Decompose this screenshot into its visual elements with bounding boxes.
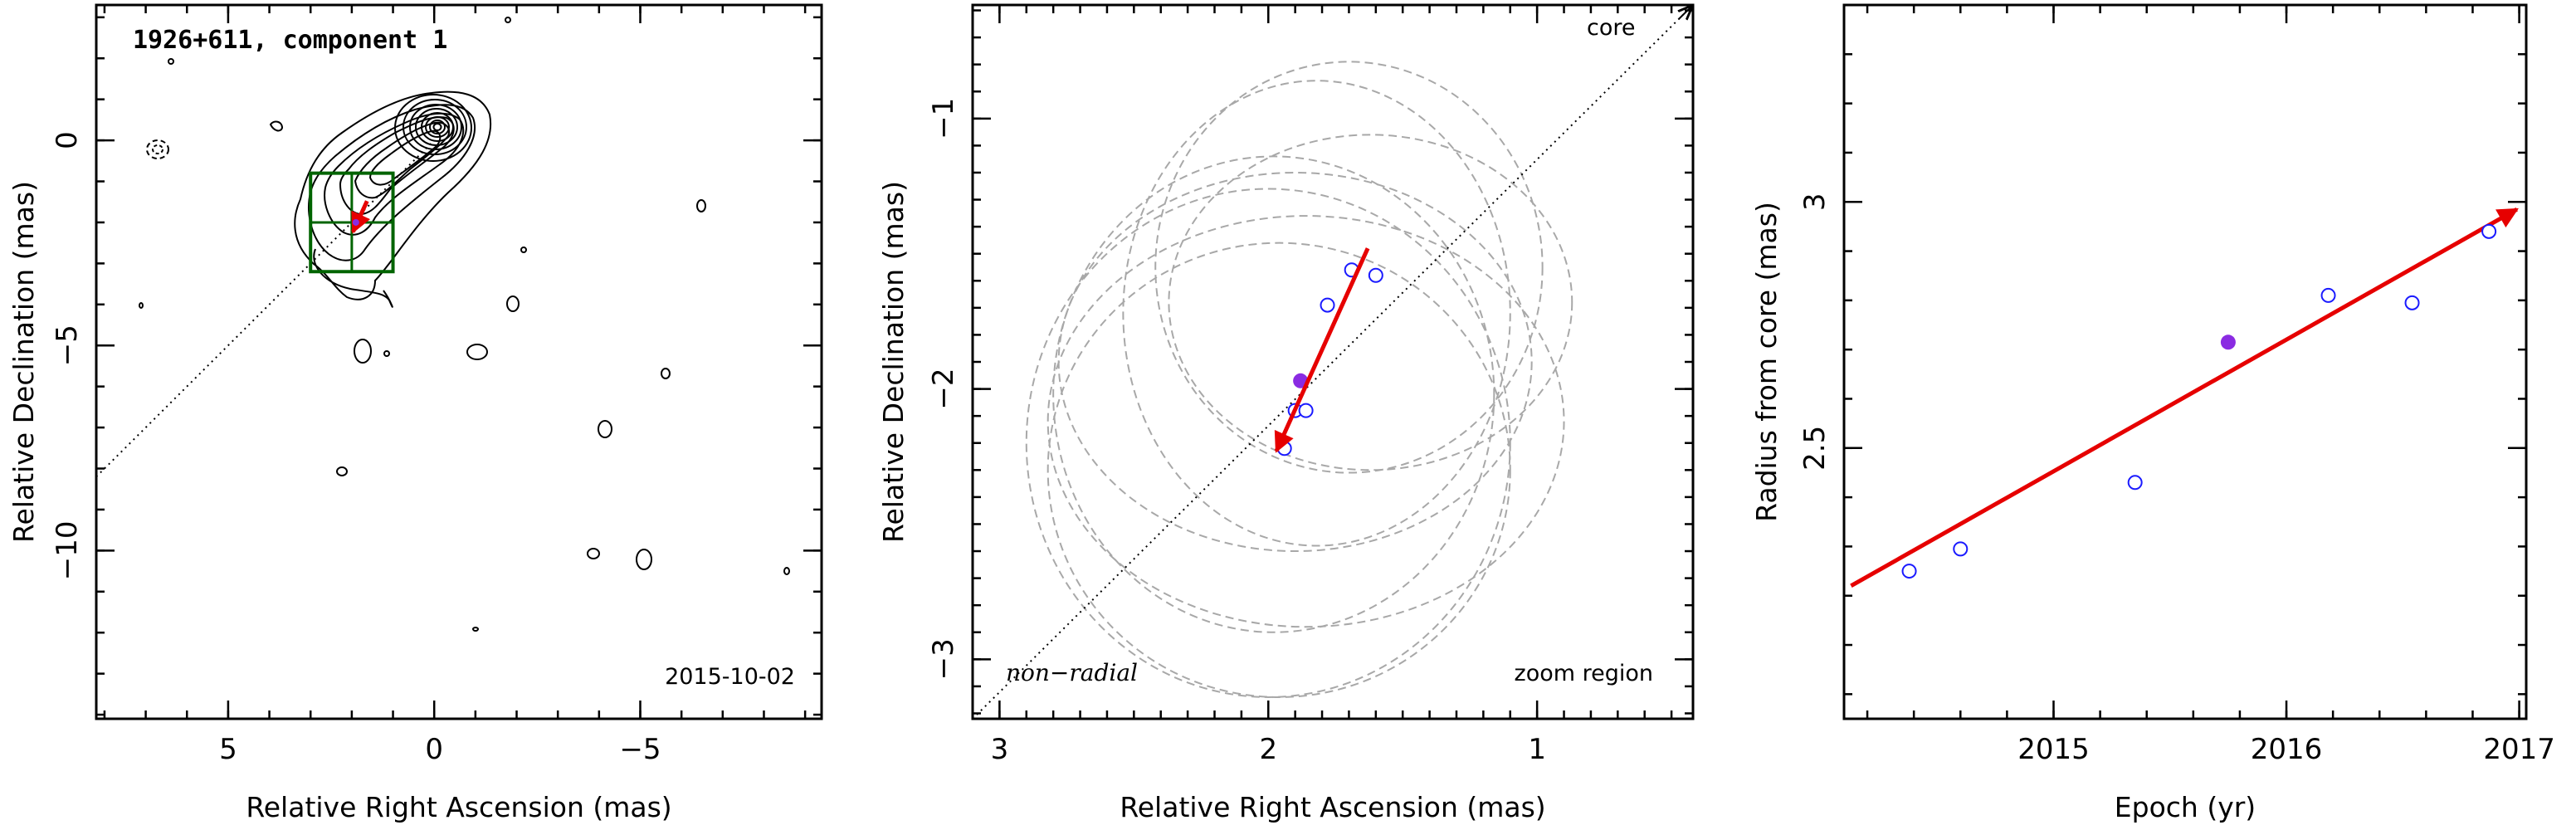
- axis-ticks: 5 0 −5 0 −5 −10: [51, 5, 822, 766]
- y-tick-label: −5: [51, 325, 84, 366]
- radius-point-open: [1953, 541, 1969, 557]
- error-ellipse: [1052, 155, 1495, 633]
- radius-point-open: [2404, 295, 2420, 310]
- radius-point-filled: [2220, 334, 2236, 350]
- error-ellipse: [1046, 215, 1565, 628]
- motion-arrow: [1274, 247, 1370, 453]
- fit-arrow: [1850, 207, 2519, 588]
- radius-point-open: [2127, 475, 2143, 491]
- epoch-point-open: [1320, 297, 1335, 313]
- x-tick-label: 1: [1528, 733, 1546, 766]
- plot-frame: [1842, 3, 2528, 720]
- y-tick-label: −1: [927, 98, 960, 139]
- error-ellipse: [1154, 61, 1544, 474]
- y-axis-label: Relative Declination (mas): [877, 181, 910, 543]
- plot-frame: [95, 3, 823, 720]
- error-ellipse: [1122, 80, 1511, 547]
- x-tick-label: −5: [619, 733, 661, 766]
- radius-point-open: [2481, 223, 2497, 239]
- core-label: core: [1587, 15, 1635, 41]
- y-axis-label: Radius from core (mas): [1750, 202, 1783, 522]
- epoch-positions: [1276, 262, 1383, 456]
- x-tick-label: 2016: [2251, 733, 2323, 766]
- x-tick-label: 2017: [2483, 733, 2555, 766]
- axis-ticks: 3 2 1 −1 −2 −3: [927, 5, 1693, 766]
- contour-map: [139, 17, 790, 632]
- y-tick-label: 0: [51, 131, 84, 149]
- radius-point-open: [2320, 287, 2336, 303]
- axis-ticks: 2015 2016 2017 2.5 3: [1798, 3, 2555, 766]
- zoom-region-box: [309, 171, 395, 274]
- y-axis-label: Relative Declination (mas): [7, 181, 40, 543]
- panel-zoom: 3 2 1 −1 −2 −3 core non−radial zoom region Re…: [877, 3, 1695, 823]
- x-tick-label: 2: [1259, 733, 1277, 766]
- radius-point-open: [1901, 564, 1917, 579]
- y-tick-label: −10: [51, 520, 84, 580]
- epoch-date-label: 2015-10-02: [665, 664, 795, 690]
- epoch-point-open: [1298, 403, 1314, 418]
- y-tick-label: −2: [927, 369, 960, 410]
- x-tick-label: 0: [425, 733, 443, 766]
- panel-radius: 2015 2016 2017 2.5 3 Epoch (yr) Radius from …: [1750, 3, 2555, 823]
- error-ellipse: [1025, 188, 1511, 698]
- y-tick-label: −3: [927, 638, 960, 680]
- radius-points: [1901, 223, 2497, 579]
- radial-direction-line: [973, 5, 1693, 719]
- component-marker: [352, 218, 359, 226]
- x-axis-label: Relative Right Ascension (mas): [1120, 791, 1545, 823]
- non-radial-label: non−radial: [1006, 659, 1138, 686]
- x-axis-label: Relative Right Ascension (mas): [246, 791, 671, 823]
- chart-title: 1926+611, component 1: [133, 26, 447, 55]
- x-tick-label: 3: [991, 733, 1009, 766]
- x-axis-label: Epoch (yr): [2115, 791, 2256, 823]
- x-tick-label: 2015: [2017, 733, 2090, 766]
- y-tick-label: 3: [1798, 193, 1832, 211]
- x-tick-label: 5: [219, 733, 237, 766]
- panel-image: 5 0 −5 0 −5 −10 1926+611, component 1 2015-10…: [7, 3, 823, 823]
- y-tick-label: 2.5: [1798, 426, 1832, 471]
- error-ellipse: [1046, 242, 1511, 698]
- radial-direction-line: [96, 139, 435, 478]
- error-ellipse: [1057, 171, 1533, 553]
- epoch-point-open: [1368, 267, 1383, 283]
- core-direction-arrow: [1679, 6, 1692, 18]
- zoom-region-label: zoom region: [1515, 661, 1653, 686]
- error-ellipse: [1168, 134, 1573, 471]
- error-ellipses: [1025, 61, 1573, 698]
- motion-arrow: [351, 200, 371, 234]
